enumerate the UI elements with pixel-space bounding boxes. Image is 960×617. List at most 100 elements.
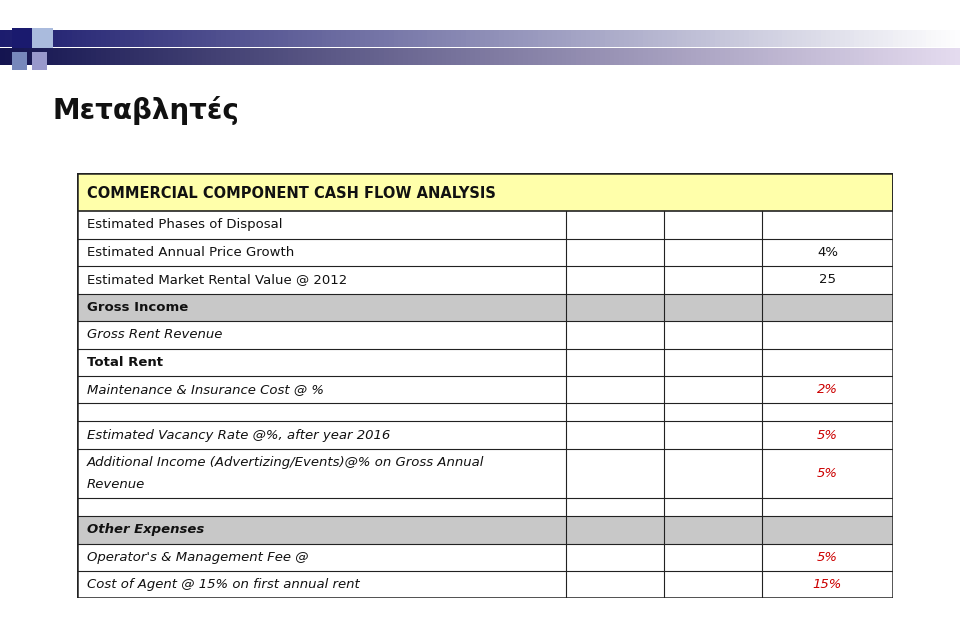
Bar [446, 30, 452, 47]
Bar [926, 48, 932, 65]
Bar [451, 48, 457, 65]
Bar [619, 30, 625, 47]
Bar [557, 30, 563, 47]
Bar [509, 30, 515, 47]
Bar [475, 48, 481, 65]
Bar [149, 48, 155, 65]
Bar [494, 48, 500, 65]
Bar [874, 48, 879, 65]
Bar [778, 30, 783, 47]
Bar [552, 30, 558, 47]
Bar [787, 30, 793, 47]
Bar [523, 48, 529, 65]
Bar [58, 48, 63, 65]
Bar [907, 48, 913, 65]
Text: Other Expenses: Other Expenses [86, 523, 204, 536]
Bar [326, 48, 332, 65]
Bar [370, 30, 375, 47]
Bar [566, 48, 572, 65]
Bar [739, 30, 745, 47]
Bar [682, 30, 687, 47]
Bar [888, 30, 894, 47]
Bar [34, 30, 39, 47]
Bar [902, 30, 908, 47]
Bar [826, 48, 831, 65]
Bar [322, 48, 327, 65]
Text: Estimated Phases of Disposal: Estimated Phases of Disposal [86, 218, 282, 231]
Bar [715, 30, 721, 47]
Bar [106, 48, 111, 65]
Text: 5%: 5% [817, 429, 838, 442]
Bar [720, 48, 726, 65]
Bar [614, 48, 620, 65]
Bar [12, 52, 27, 70]
Bar [58, 30, 63, 47]
Bar [278, 48, 284, 65]
Bar [302, 30, 308, 47]
Bar [571, 48, 577, 65]
Bar [715, 48, 721, 65]
Bar [144, 30, 150, 47]
Bar [331, 48, 337, 65]
Bar [730, 48, 735, 65]
Text: Maintenance & Insurance Cost @ %: Maintenance & Insurance Cost @ % [86, 383, 324, 396]
Bar [888, 48, 894, 65]
Bar [206, 30, 212, 47]
Bar [91, 48, 97, 65]
Bar [283, 30, 289, 47]
Bar [696, 30, 702, 47]
Bar [614, 30, 620, 47]
Bar [269, 30, 275, 47]
Bar [902, 48, 908, 65]
Bar [797, 48, 803, 65]
Bar [158, 30, 164, 47]
Bar [590, 48, 596, 65]
Bar [106, 30, 111, 47]
Bar [250, 30, 255, 47]
Bar [893, 30, 899, 47]
Bar [883, 48, 889, 65]
Bar [629, 48, 635, 65]
Bar [245, 48, 251, 65]
Bar [302, 48, 308, 65]
Bar [53, 30, 59, 47]
Bar [725, 48, 731, 65]
Bar [442, 48, 447, 65]
Bar [878, 48, 884, 65]
Bar [77, 404, 893, 421]
Bar [298, 48, 303, 65]
Bar [725, 30, 731, 47]
Bar [317, 48, 323, 65]
Bar [77, 321, 893, 349]
Bar [370, 48, 375, 65]
Bar [835, 48, 841, 65]
Bar [653, 48, 659, 65]
Bar [763, 48, 769, 65]
Bar [418, 30, 423, 47]
Bar [787, 48, 793, 65]
Bar [14, 30, 20, 47]
Bar [470, 30, 476, 47]
Bar [43, 48, 49, 65]
Bar [773, 48, 779, 65]
Bar [437, 48, 443, 65]
Bar [528, 48, 534, 65]
Bar [278, 30, 284, 47]
Bar [322, 30, 327, 47]
Bar [768, 48, 774, 65]
Bar [883, 30, 889, 47]
Bar [10, 30, 15, 47]
Bar [485, 48, 491, 65]
Text: Gross Income: Gross Income [86, 301, 188, 314]
Bar [547, 48, 553, 65]
Bar [456, 30, 462, 47]
Bar [187, 30, 193, 47]
Bar [158, 48, 164, 65]
Bar [110, 48, 116, 65]
Text: Estimated Market Rental Value @ 2012: Estimated Market Rental Value @ 2012 [86, 273, 347, 286]
Text: Revenue: Revenue [86, 478, 145, 491]
Bar [360, 30, 366, 47]
Bar [845, 30, 851, 47]
Bar [706, 48, 711, 65]
Bar [86, 48, 92, 65]
